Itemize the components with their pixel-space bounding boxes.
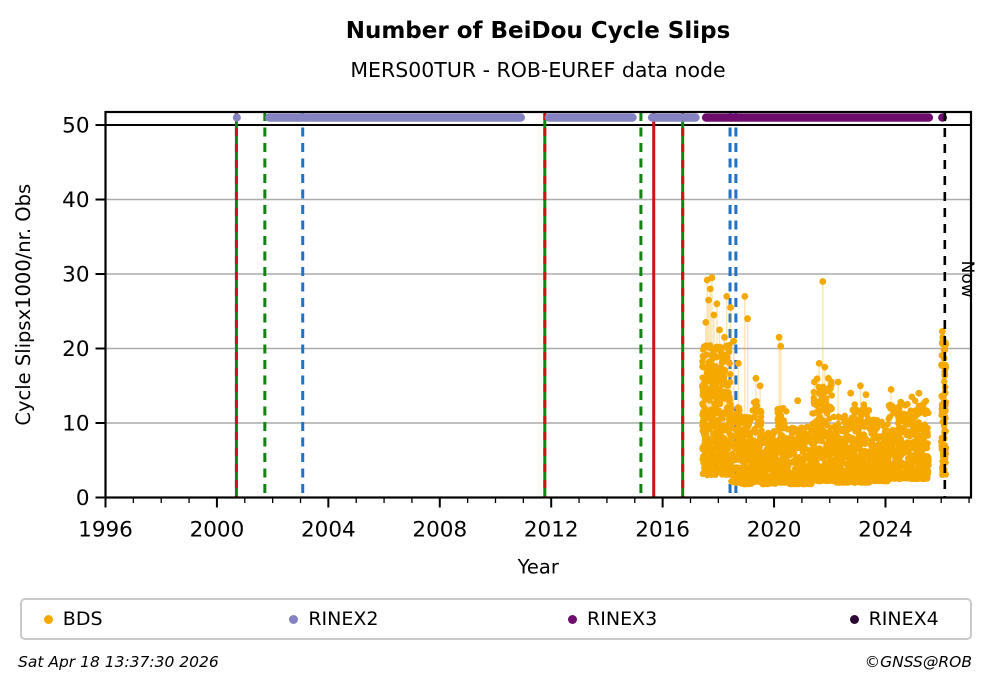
chart-title: Number of BeiDou Cycle Slips	[345, 18, 731, 44]
event-lines	[234, 112, 738, 498]
chart-legend: BDS RINEX2 RINEX3 RINEX4	[20, 598, 972, 640]
svg-text:2008: 2008	[412, 518, 467, 543]
y-axis-ticks: 0 10 20 30 40 50	[62, 114, 106, 511]
y-axis-label: Cycle Slipsx1000/nr. Obs	[12, 184, 35, 426]
chart-subtitle: MERS00TUR - ROB-EUREF data node	[350, 58, 726, 82]
svg-text:30: 30	[62, 263, 89, 288]
rinex3-availability-markers	[701, 113, 948, 122]
bds-scatter	[699, 274, 950, 488]
plot-frame	[104, 110, 973, 499]
legend-item-rinex4: RINEX4	[849, 600, 939, 638]
legend-item-rinex3: RINEX3	[568, 600, 657, 638]
rinex2-availability-markers	[232, 113, 700, 122]
svg-text:1996: 1996	[78, 518, 133, 543]
svg-text:40: 40	[62, 188, 89, 213]
svg-text:2024: 2024	[858, 518, 913, 543]
chart-plot-area: Now 1996 2000 2004 2008 2012 2016 2020 2024 Year 0…	[12, 110, 977, 579]
x-axis-ticks: 1996 2000 2004 2008 2012 2016 2020 2024	[78, 497, 970, 543]
rinex2-marker-icon	[289, 614, 299, 624]
now-label: Now	[957, 261, 977, 298]
credit-text: ©GNSS@ROB	[864, 653, 972, 671]
svg-text:2012: 2012	[524, 518, 579, 543]
svg-text:2004: 2004	[301, 518, 356, 543]
legend-label: RINEX4	[868, 608, 939, 630]
timestamp-text: Sat Apr 18 13:37:30 2026	[18, 653, 219, 671]
svg-text:0: 0	[76, 486, 90, 511]
svg-text:10: 10	[62, 412, 89, 437]
legend-item-bds: BDS	[43, 600, 103, 638]
bds-marker-icon	[43, 614, 53, 624]
svg-text:2000: 2000	[190, 518, 245, 543]
svg-text:50: 50	[62, 114, 89, 139]
rinex4-marker-icon	[849, 614, 859, 624]
legend-label: RINEX3	[587, 608, 658, 630]
rinex3-marker-icon	[568, 614, 578, 624]
legend-label: RINEX2	[308, 608, 379, 630]
legend-item-rinex2: RINEX2	[289, 600, 378, 638]
x-axis-label: Year	[517, 556, 560, 579]
legend-label: BDS	[62, 608, 103, 630]
svg-text:20: 20	[62, 337, 89, 362]
svg-text:2016: 2016	[635, 518, 690, 543]
svg-text:2020: 2020	[747, 518, 802, 543]
